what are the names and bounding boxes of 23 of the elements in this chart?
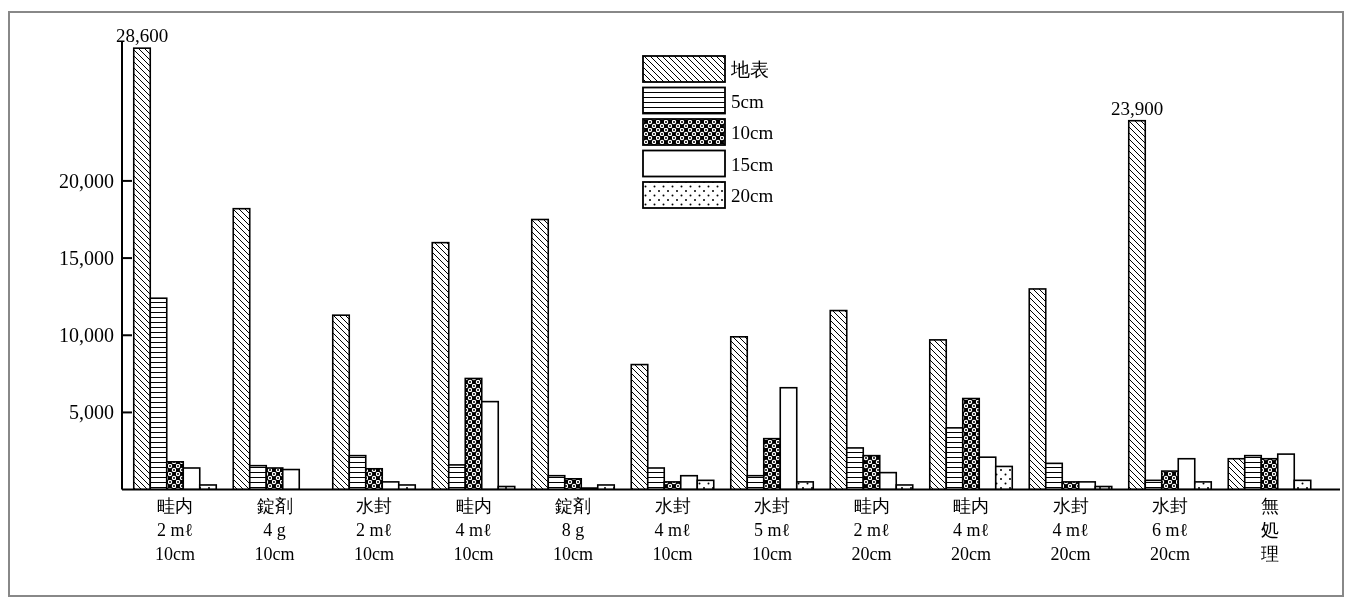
x-tick-label: 水封 4 mℓ 10cm (652, 496, 693, 564)
legend-label: 地表 (730, 59, 769, 80)
legend-label: 20cm (731, 185, 774, 206)
x-tick-label: 無処理 (1260, 496, 1279, 564)
x-tick-label: 水封 4 mℓ 20cm (1050, 496, 1091, 564)
x-tick-label: 畦内 2 mℓ 10cm (155, 496, 195, 564)
x-tick-label: 水封 6 mℓ 20cm (1150, 496, 1190, 564)
x-tick-label: 水封 2 mℓ 10cm (354, 496, 394, 564)
x-tick-label: 畦内 4 mℓ 20cm (951, 496, 991, 564)
legend-label: 15cm (731, 153, 774, 175)
x-tick-label: 水封 5 mℓ 10cm (752, 496, 792, 564)
x-tick-label: 畦内 2 mℓ 20cm (851, 496, 892, 564)
legend-label: 10cm (731, 122, 774, 143)
x-tick-label: 錠剤 4 g 10cm (254, 496, 295, 564)
y-tick-label: 20,000 (59, 169, 114, 192)
y-tick-label: 15,000 (59, 247, 114, 270)
data-label: 23,900 (1110, 97, 1164, 119)
y-tick-label: 5,000 (69, 401, 114, 424)
data-label: 28,600 (115, 25, 169, 47)
x-tick-label: 畦内 4 mℓ 10cm (453, 496, 494, 564)
legend-label: 5cm (731, 90, 764, 112)
x-tick-label: 錠剤 8 g 10cm (553, 496, 593, 564)
y-tick-label: 10,000 (59, 324, 114, 347)
